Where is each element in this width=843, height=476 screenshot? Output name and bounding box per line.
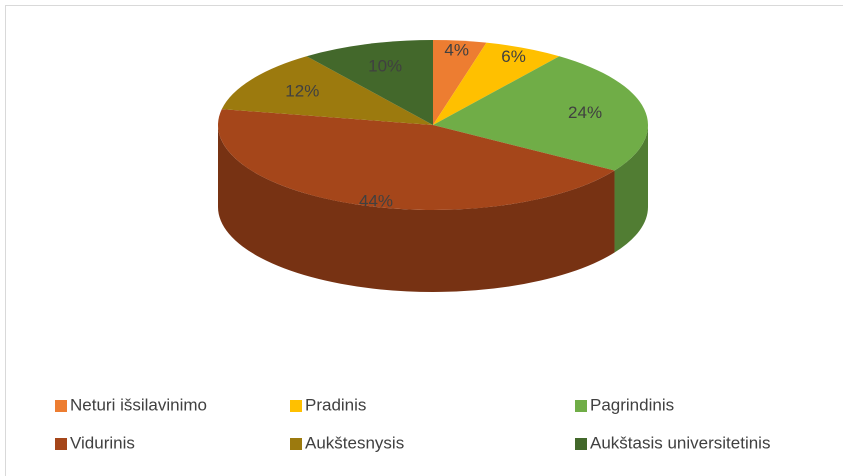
legend-marker (55, 438, 67, 450)
pie-side (614, 125, 648, 253)
pie-side (218, 125, 615, 292)
data-label: 6% (501, 47, 526, 66)
pie-slice (217, 109, 615, 210)
pie-slice (221, 56, 433, 126)
pie-slice (433, 40, 487, 125)
legend-marker (575, 400, 587, 412)
pie-slice (433, 42, 560, 125)
legend-label: Pradinis (305, 395, 366, 414)
legend-marker (290, 438, 302, 450)
pie-slice (306, 40, 433, 125)
legend-marker (290, 400, 302, 412)
data-label: 24% (568, 103, 602, 122)
data-label: 10% (368, 56, 402, 75)
data-label: 4% (444, 40, 469, 59)
legend-label: Vidurinis (70, 433, 135, 452)
legend-label: Pagrindinis (590, 395, 674, 414)
data-label: 44% (359, 191, 393, 210)
legend-marker (575, 438, 587, 450)
legend-label: Aukštesnysis (305, 433, 404, 452)
legend-marker (55, 400, 67, 412)
legend-label: Neturi išsilavinimo (70, 395, 207, 414)
legend-label: Aukštasis universitetinis (590, 433, 770, 452)
pie-slice (433, 56, 648, 171)
data-label: 12% (285, 82, 319, 101)
